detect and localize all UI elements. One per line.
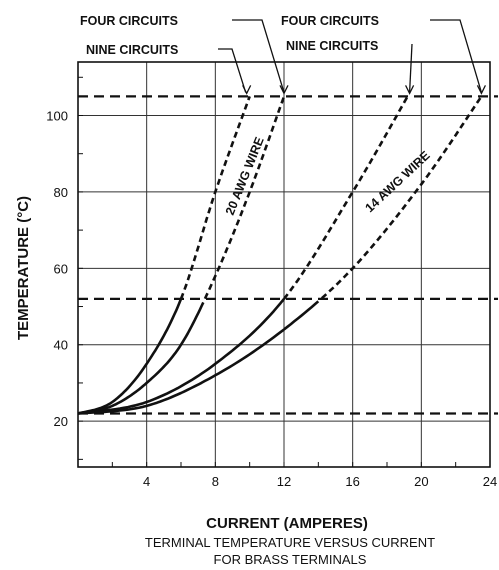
series-0-dashed: [179, 95, 251, 300]
callout-nine-circuits-left: NINE CIRCUITS: [86, 43, 178, 57]
y-tick-label: 40: [54, 338, 68, 353]
arrowhead-nine-left: [242, 85, 252, 95]
callout-four-circuits-left: FOUR CIRCUITS: [80, 14, 178, 28]
solid-curves: [77, 298, 320, 415]
leader-nine-right: [408, 43, 413, 93]
x-axis-title: CURRENT (AMPERES): [206, 515, 368, 532]
y-tick-label: 20: [54, 414, 68, 429]
arrowhead-nine-right: [405, 85, 415, 95]
callout-nine-circuits-right: NINE CIRCUITS: [286, 39, 378, 53]
callout-four-circuits-right: FOUR CIRCUITS: [281, 14, 379, 28]
y-axis-title: TEMPERATURE (°C): [15, 196, 32, 340]
x-tick-label: 20: [414, 474, 428, 489]
y-tick-labels: 20 40 60 80 100: [46, 108, 68, 429]
series-3-dashed: [320, 95, 483, 300]
dashed-curves: [179, 95, 483, 300]
y-tick-label: 60: [54, 261, 68, 276]
x-tick-label: 12: [277, 474, 291, 489]
series-2-dashed: [282, 95, 409, 300]
reference-lines: [78, 95, 498, 415]
caption-line-1: TERMINAL TEMPERATURE VERSUS CURRENT: [145, 535, 435, 550]
caption-line-2: FOR BRASS TERMINALS: [214, 552, 367, 567]
x-tick-label: 16: [345, 474, 359, 489]
series-1-solid: [77, 301, 205, 415]
leader-four-left: [232, 19, 285, 93]
arrowhead-four-left: [279, 85, 289, 95]
series-3-solid: [77, 300, 320, 415]
x-tick-label: 24: [483, 474, 497, 489]
y-tick-label: 80: [54, 185, 68, 200]
plot-frame: [77, 61, 491, 468]
x-tick-label: 8: [212, 474, 219, 489]
leader-four-right: [430, 19, 483, 93]
arrowhead-four-right: [476, 85, 486, 95]
leader-nine-left: [218, 48, 247, 93]
grid: [78, 62, 490, 467]
callout-leaders: [218, 19, 486, 95]
x-tick-labels: 4 8 12 16 20 24: [143, 474, 497, 489]
y-tick-label: 100: [46, 108, 68, 123]
series-2-solid: [77, 298, 286, 415]
x-tick-label: 4: [143, 474, 150, 489]
series-1-dashed: [203, 95, 286, 300]
